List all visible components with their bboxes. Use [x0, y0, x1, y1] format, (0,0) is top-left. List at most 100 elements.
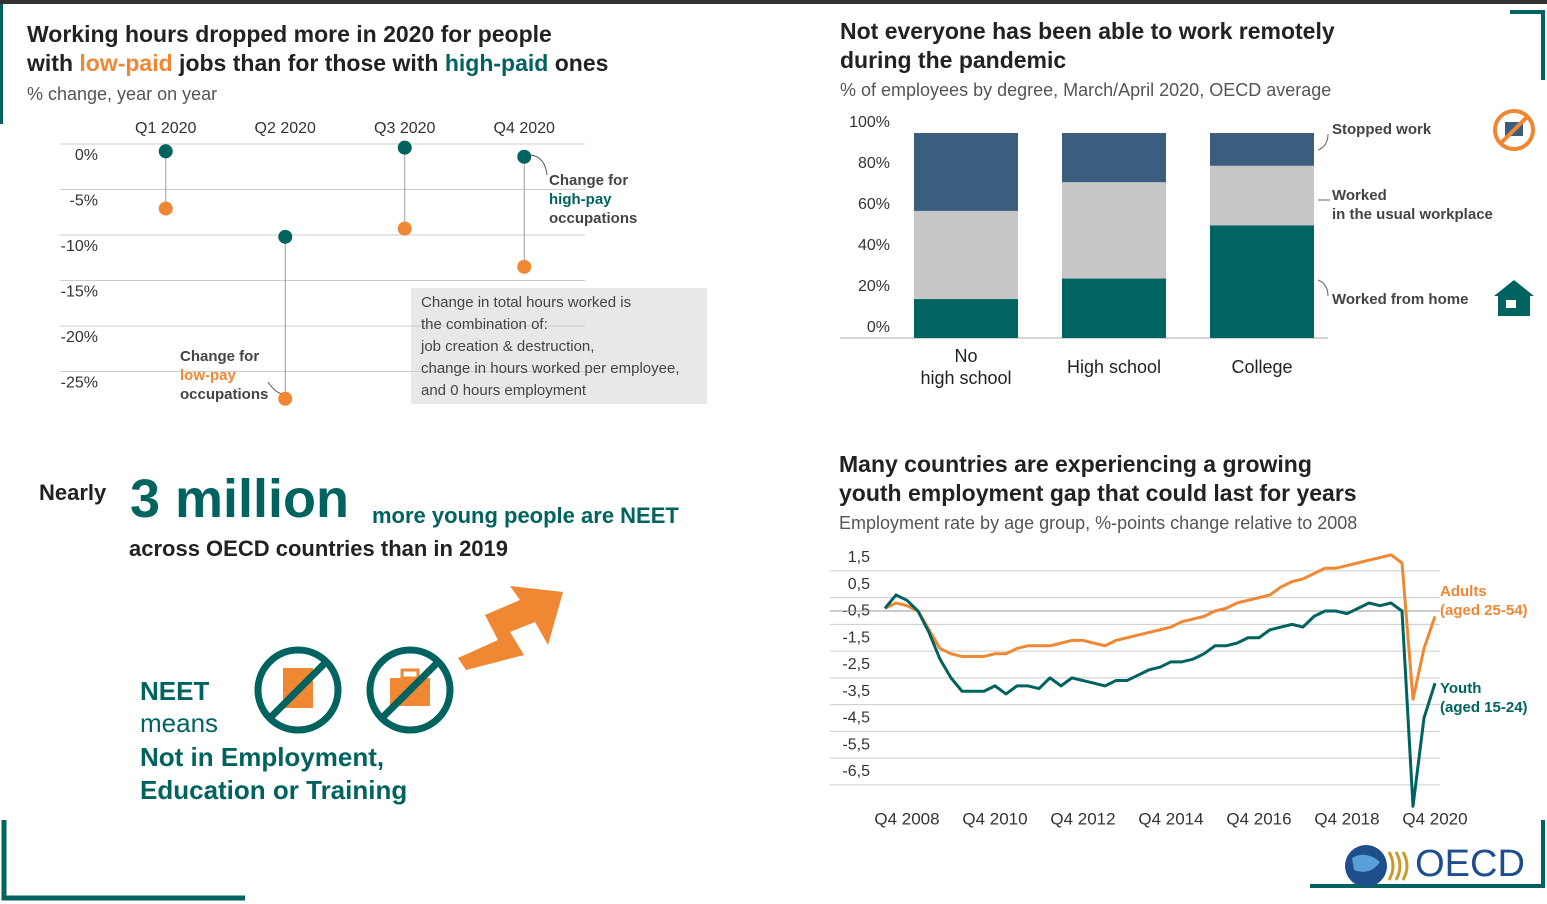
series-label: Youth (aged 15-24) — [1440, 680, 1528, 716]
dot — [278, 391, 293, 406]
y-tick-label: -5% — [70, 193, 98, 210]
bar-segment — [1210, 225, 1314, 338]
corner-accent — [0, 4, 3, 124]
dot — [397, 221, 412, 236]
title-run: high-paid — [444, 50, 549, 76]
y-tick-label: 60% — [858, 196, 890, 213]
bar-segment — [914, 133, 1018, 211]
series-line — [884, 553, 1437, 701]
dot — [517, 149, 532, 164]
annotation: Change for high-pay occupations — [549, 171, 637, 228]
y-tick-label: -20% — [61, 329, 98, 346]
stopped-icon — [1493, 109, 1535, 151]
leader — [1317, 279, 1329, 297]
no-education-icon — [254, 646, 342, 734]
y-tick-label: 1,5 — [848, 549, 870, 566]
x-tick-label: Q4 2010 — [962, 809, 1027, 828]
y-tick-label: 0,5 — [848, 576, 870, 593]
y-tick-label: -15% — [61, 284, 98, 301]
y-tick-label: -4,5 — [842, 710, 870, 727]
bar-segment — [1062, 182, 1166, 279]
neet-number: 3 million — [130, 469, 350, 529]
neet-line: across OECD countries than in 2019 — [129, 536, 509, 561]
home-icon — [1494, 280, 1534, 316]
x-tick-label: Q2 2020 — [255, 120, 316, 137]
annotation-run: occupations — [180, 386, 269, 403]
chart-subtitle: Employment rate by age group, %-points c… — [839, 513, 1358, 533]
note-box — [411, 288, 707, 404]
leader — [1317, 133, 1329, 151]
annotation-run: Change for — [549, 172, 629, 189]
title-run: jobs than for those with — [172, 50, 445, 76]
y-tick-label: 80% — [858, 155, 890, 172]
y-tick-label: -6,5 — [842, 763, 870, 780]
y-tick-label: -1,5 — [842, 629, 870, 646]
dot — [158, 144, 173, 159]
x-tick-label: Q3 2020 — [374, 120, 435, 137]
bar-segment — [914, 299, 1018, 338]
bar-segment — [1210, 165, 1314, 226]
dot — [278, 229, 293, 244]
chart-title: Working hours dropped more in 2020 for p… — [27, 20, 608, 78]
y-tick-label: -3,5 — [842, 683, 870, 700]
series-label: Adults (aged 25-54) — [1440, 583, 1528, 619]
title-run: Working hours dropped more in 2020 for p… — [27, 21, 552, 76]
title-run: ones — [548, 50, 609, 76]
y-tick-label: 0% — [75, 147, 98, 164]
x-tick-label: Q4 2016 — [1226, 809, 1291, 828]
x-tick-label: High school — [1066, 357, 1162, 377]
x-tick-label: Q4 2020 — [494, 120, 555, 137]
logo-text: OECD — [1415, 843, 1525, 885]
legend-label: Stopped work — [1332, 121, 1432, 138]
x-tick-label: Q1 2020 — [135, 120, 196, 137]
y-tick-label: 100% — [849, 114, 890, 131]
legend-label: Worked from home — [1332, 291, 1469, 308]
neet-term: NEET — [140, 676, 210, 706]
chart-title: Many countries are experiencing a growin… — [839, 451, 1357, 506]
bar-segment — [1210, 133, 1314, 166]
arrow-icon — [458, 586, 563, 670]
neet-means: means — [140, 708, 219, 738]
title-run: low-paid — [79, 50, 173, 76]
x-tick-label: No high school — [920, 346, 1012, 388]
legend-label: Worked in the usual workplace — [1332, 187, 1493, 223]
dot — [517, 259, 532, 274]
series-line — [883, 593, 1437, 808]
chart-subtitle: % change, year on year — [27, 84, 218, 104]
y-tick-label: -2,5 — [842, 656, 870, 673]
neet-prefix: Nearly — [39, 480, 107, 505]
bar-segment — [1062, 278, 1166, 338]
y-tick-label: -10% — [61, 238, 98, 255]
note-text: Change in total hours worked is the comb… — [421, 294, 680, 399]
corner-accent — [1, 820, 245, 901]
y-tick-label: 40% — [858, 237, 890, 254]
annotation-run: Change for — [180, 348, 260, 365]
corner-accent — [1310, 820, 1545, 888]
no-employment-icon — [366, 646, 454, 734]
annotation: Change for low-pay occupations — [180, 347, 268, 404]
chart-subtitle: % of employees by degree, March/April 20… — [840, 80, 1332, 100]
x-tick-label: Q4 2014 — [1138, 809, 1203, 828]
x-tick-label: Q4 2020 — [1402, 809, 1467, 828]
annotation-run: low-pay — [180, 367, 236, 384]
annotation-run: high-pay — [549, 191, 612, 208]
top-border — [0, 0, 1547, 4]
corner-accent — [1510, 10, 1545, 80]
bar-segment — [914, 210, 1018, 300]
x-tick-label: Q4 2012 — [1050, 809, 1115, 828]
neet-definition: Not in Employment, Education or Training — [140, 742, 408, 805]
x-tick-label: Q4 2018 — [1314, 809, 1379, 828]
neet-suffix: more young people are NEET — [372, 503, 679, 528]
logo-globe — [1345, 845, 1409, 887]
y-tick-label: 0% — [867, 319, 890, 336]
chart-title: Not everyone has been able to work remot… — [840, 18, 1335, 73]
leader — [530, 154, 548, 176]
y-tick-label: -25% — [61, 375, 98, 392]
x-tick-label: College — [1231, 357, 1293, 377]
dot — [158, 201, 173, 216]
y-tick-label: -5,5 — [842, 736, 870, 753]
x-tick-label: Q4 2008 — [874, 809, 939, 828]
y-tick-label: 20% — [858, 278, 890, 295]
